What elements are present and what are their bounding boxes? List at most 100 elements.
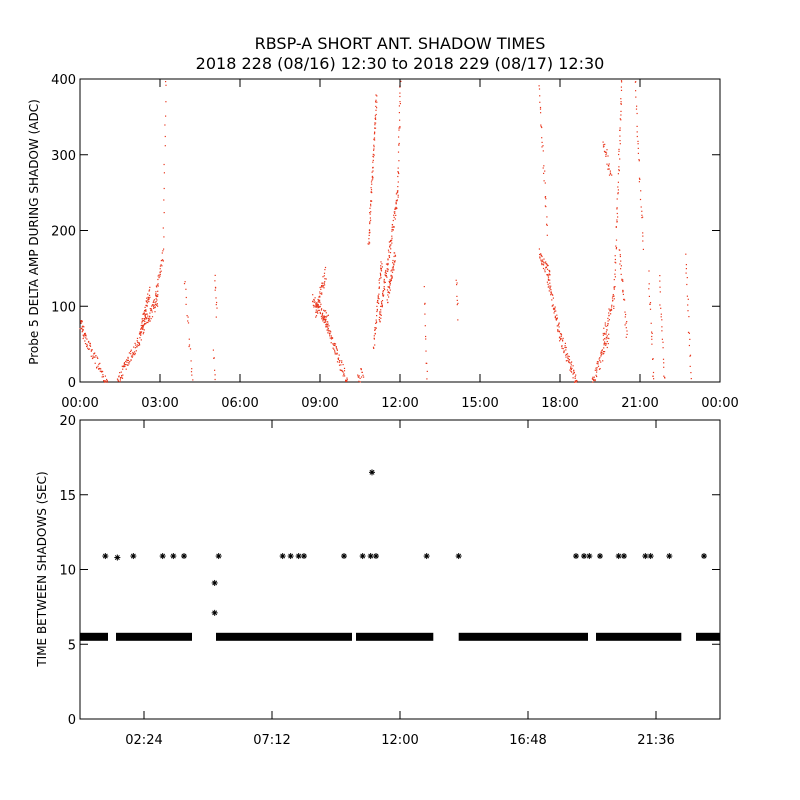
delta-amp-point (98, 367, 100, 370)
delta-amp-point (388, 251, 390, 253)
delta-amp-point (380, 301, 383, 303)
time-between-shadows-point (423, 553, 430, 560)
delta-amp-point (377, 295, 379, 297)
time-between-shadows-point (373, 553, 379, 560)
delta-amp-point (383, 280, 385, 282)
delta-amp-point (151, 309, 153, 311)
delta-amp-point (608, 333, 610, 335)
delta-amp-point (635, 108, 638, 110)
delta-amp-point (324, 317, 326, 319)
time-between-shadows-panel: 02:24 07:12 12:00 16:48 21:36 0 5 10 15 20 TIME B… (35, 414, 721, 748)
delta-amp-point (321, 308, 323, 310)
delta-amp-point (389, 279, 391, 281)
chart-title-line2: 2018 228 (08/16) 12:30 to 2018 229 (08/1… (196, 54, 605, 73)
time-between-shadows-point (359, 553, 366, 560)
delta-amp-point (123, 365, 125, 367)
delta-amp-point (142, 333, 144, 335)
delta-amp-point (322, 312, 324, 314)
delta-amp-point (313, 306, 315, 308)
delta-amp-point (571, 367, 573, 369)
delta-amp-point (663, 375, 665, 377)
delta-amp-point (622, 280, 624, 282)
delta-amp-point (340, 369, 342, 371)
delta-amp-point (338, 361, 340, 363)
delta-amp-point (162, 250, 164, 252)
delta-amp-point (105, 380, 107, 382)
delta-amp-point (551, 293, 553, 295)
delta-amp-point (543, 258, 545, 260)
delta-amp-point (637, 147, 639, 149)
delta-amp-point (145, 318, 147, 320)
delta-amp-point (148, 297, 150, 299)
delta-amp-point (624, 316, 626, 318)
delta-amp-point (561, 347, 563, 349)
delta-amp-point (539, 108, 542, 110)
delta-amp-point (688, 332, 690, 334)
delta-amp-point (557, 330, 559, 333)
delta-amp-point (337, 357, 340, 359)
delta-amp-point (346, 378, 348, 381)
delta-amp-point (373, 144, 375, 146)
delta-amp-point (378, 279, 380, 281)
delta-amp-point (315, 304, 317, 306)
delta-amp-point (147, 315, 149, 317)
delta-amp-point (635, 90, 637, 92)
delta-amp-point (392, 259, 394, 262)
delta-amp-point (398, 144, 400, 146)
delta-amp-point (652, 358, 654, 360)
delta-amp-point (362, 374, 364, 376)
delta-amp-point (322, 286, 324, 288)
delta-amp-point (609, 172, 611, 174)
delta-amp-point (154, 311, 156, 313)
delta-amp-point (151, 305, 153, 307)
delta-amp-point (544, 182, 546, 184)
delta-amp-point (540, 112, 542, 114)
delta-amp-point (156, 303, 158, 305)
delta-amp-point (555, 318, 557, 321)
delta-amp-y-tick-label: 300 (51, 149, 76, 164)
delta-amp-point (594, 379, 596, 381)
delta-amp-point (379, 278, 381, 280)
delta-amp-point (333, 344, 335, 346)
delta-amp-point (387, 291, 389, 293)
delta-amp-point (399, 95, 401, 98)
delta-amp-point (653, 378, 655, 380)
delta-amp-point (323, 310, 326, 312)
delta-amp-x-tick-label: 00:00 (61, 396, 98, 411)
delta-amp-point (164, 135, 166, 138)
delta-amp-point (141, 331, 143, 333)
delta-amp-point (638, 160, 640, 162)
delta-amp-point (391, 230, 393, 232)
delta-amp-point (121, 376, 123, 378)
delta-amp-point (103, 381, 106, 383)
delta-amp-point (543, 264, 545, 266)
delta-amp-point (106, 380, 108, 382)
delta-amp-point (90, 355, 92, 357)
delta-amp-point (455, 279, 457, 281)
delta-amp-point (611, 304, 613, 306)
delta-amp-point (136, 344, 138, 346)
delta-amp-point (396, 199, 398, 201)
delta-amp-point (101, 376, 103, 378)
delta-amp-point (551, 299, 553, 301)
delta-amp-point (342, 375, 344, 377)
delta-amp-point (94, 356, 96, 358)
delta-amp-point (159, 275, 161, 277)
delta-amp-point (391, 224, 393, 226)
delta-amp-point (80, 320, 82, 322)
delta-amp-point (549, 274, 551, 276)
delta-amp-point (391, 226, 393, 228)
delta-amp-point (374, 124, 376, 126)
time-between-shadows-point (666, 553, 673, 560)
delta-amp-point (82, 337, 84, 340)
delta-amp-point (376, 315, 378, 317)
delta-amp-point (611, 297, 614, 299)
delta-amp-point (315, 303, 317, 305)
delta-amp-point (376, 310, 378, 313)
delta-amp-point (344, 375, 346, 377)
delta-amp-point (548, 274, 550, 276)
delta-amp-point (319, 305, 321, 307)
delta-amp-point (546, 234, 548, 236)
delta-amp-point (374, 118, 376, 120)
delta-amp-point (163, 236, 165, 238)
